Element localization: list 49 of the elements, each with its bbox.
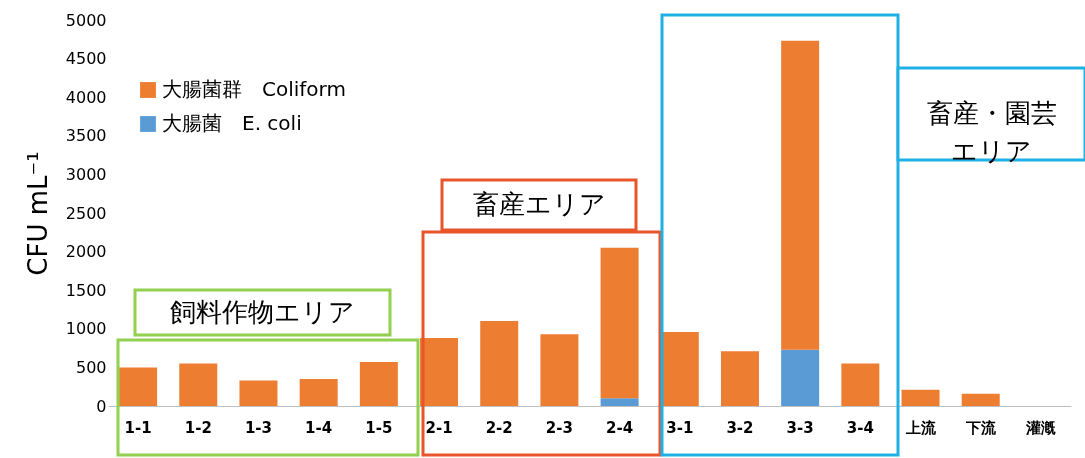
x-tick-label: 1-1 — [124, 418, 152, 437]
y-tick-label: 1500 — [65, 280, 107, 300]
bar — [600, 398, 639, 406]
bar — [540, 334, 579, 406]
x-tick-label: 2-3 — [545, 418, 573, 437]
y-tick-label: 3500 — [65, 126, 107, 146]
x-tick-label: 2-4 — [606, 418, 634, 437]
x-tick-label: 2-2 — [485, 418, 513, 437]
bar — [961, 393, 1000, 406]
bar — [781, 40, 820, 350]
x-tick-label: 2-1 — [425, 418, 453, 437]
y-axis-title: CFU mL⁻¹ — [22, 151, 53, 276]
y-tick-label: 0 — [96, 396, 107, 416]
y-tick-label: 2500 — [65, 203, 107, 223]
x-tick-label: 1-2 — [184, 418, 212, 437]
legend-label: 大腸菌群 Coliform — [162, 77, 346, 101]
x-tick-label: 上流 — [904, 418, 937, 437]
x-tick-label: 3-2 — [726, 418, 754, 437]
y-tick-label: 3000 — [65, 164, 107, 184]
y-tick-label: 4500 — [65, 49, 107, 69]
bar — [299, 378, 338, 406]
bar — [179, 363, 218, 406]
bar — [239, 380, 278, 406]
bar — [600, 247, 639, 399]
annotation: 畜産・園芸エリア — [926, 98, 1057, 166]
x-tick-label: 1-3 — [244, 418, 273, 437]
bar — [119, 367, 158, 406]
bar — [901, 389, 940, 406]
bar — [420, 338, 459, 406]
legend-label: 大腸菌 E. coli — [162, 111, 302, 135]
x-tick-label: 下流 — [964, 418, 997, 437]
y-tick-label: 4000 — [65, 87, 107, 107]
bar — [720, 351, 759, 406]
x-tick-label: 3-3 — [786, 418, 814, 437]
x-tick-label: 3-4 — [846, 418, 874, 437]
x-tick-label: 3-1 — [666, 418, 694, 437]
bar — [359, 362, 398, 406]
bar — [480, 321, 519, 406]
y-tick-label: 5000 — [65, 10, 107, 30]
bar — [781, 349, 820, 406]
bar — [841, 363, 880, 406]
y-tick-label: 500 — [75, 357, 107, 377]
y-tick-label: 2000 — [65, 242, 107, 262]
y-tick-label: 1000 — [65, 319, 107, 339]
annotation: 畜産エリア — [472, 189, 606, 219]
x-tick-label: 1-5 — [365, 418, 393, 437]
x-tick-label: 1-4 — [305, 418, 333, 437]
annotation: 飼料作物エリア — [170, 296, 355, 327]
x-tick-label: 灌漑 — [1024, 418, 1056, 437]
